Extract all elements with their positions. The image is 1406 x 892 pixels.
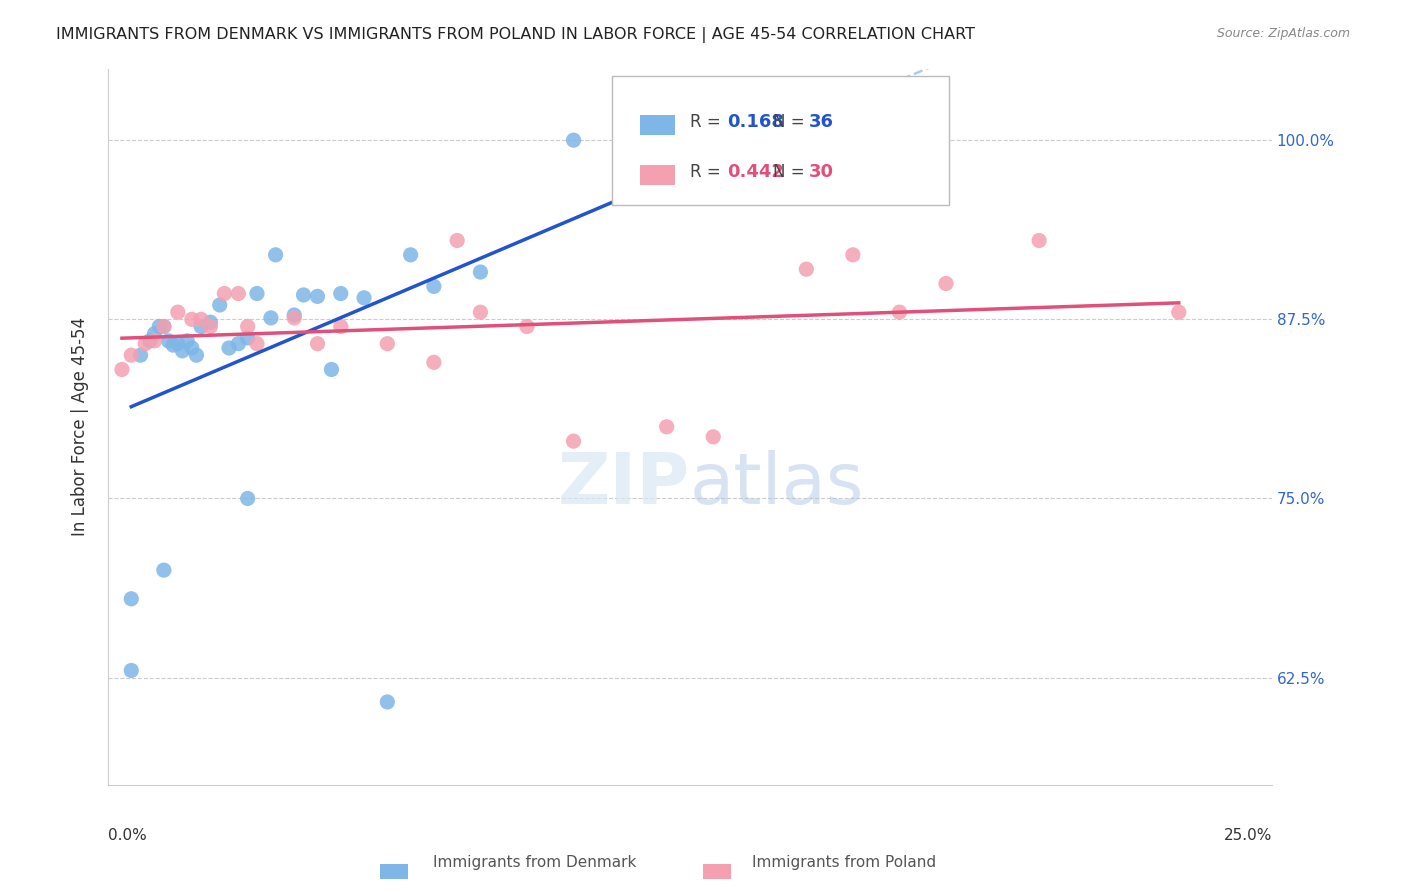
Point [190,312,212,326]
Text: ZIP: ZIP [558,450,690,518]
Point [214,286,236,301]
Point [111,362,134,376]
Point [134,336,156,351]
Text: 0.442: 0.442 [727,162,783,181]
Point [399,248,422,262]
Point [283,310,305,325]
Point [236,319,259,334]
Point [375,695,398,709]
Point [200,315,222,329]
Point [246,286,269,301]
Text: atlas: atlas [690,450,865,518]
Text: Source: ZipAtlas.com: Source: ZipAtlas.com [1216,27,1350,40]
Point [562,133,585,147]
Point [307,289,329,303]
Point [375,336,398,351]
Text: Immigrants from Denmark: Immigrants from Denmark [433,855,636,870]
Point [842,133,865,147]
Point [794,262,817,277]
Point [176,334,198,348]
Point [1167,305,1189,319]
Point [935,277,957,291]
Point [190,319,212,334]
Point [228,336,250,351]
Point [153,319,176,334]
Point [129,348,152,362]
Point [423,279,446,293]
Point [283,308,305,322]
Point [1028,234,1050,248]
Text: 30: 30 [808,162,834,181]
Point [180,341,202,355]
Point [516,319,538,334]
Point [236,491,259,506]
Point [120,664,142,678]
Point [143,334,166,348]
Text: N =: N = [773,112,810,130]
Text: R =: R = [690,162,727,181]
Point [423,355,446,369]
Text: Immigrants from Poland: Immigrants from Poland [752,855,935,870]
Text: N =: N = [773,162,810,181]
Text: 0.0%: 0.0% [108,828,146,843]
Text: 36: 36 [808,112,834,130]
Point [470,265,492,279]
Point [264,248,287,262]
Point [655,419,678,434]
Text: 0.168: 0.168 [727,112,785,130]
Point [307,336,329,351]
Point [186,348,208,362]
Point [172,343,194,358]
Point [562,434,585,449]
Point [470,305,492,319]
Point [148,319,170,334]
Point [153,319,176,334]
Point [143,326,166,341]
Point [208,298,231,312]
Point [180,312,202,326]
Point [329,286,352,301]
Point [246,336,269,351]
Point [157,334,180,348]
Point [702,430,724,444]
Point [218,341,240,355]
Point [120,348,142,362]
Point [153,563,176,577]
Point [228,286,250,301]
Point [120,591,142,606]
Text: 25.0%: 25.0% [1223,828,1272,843]
Point [166,305,188,319]
Point [609,133,631,147]
Point [321,362,343,376]
Point [162,338,184,352]
Point [889,305,911,319]
Point [353,291,375,305]
Point [139,334,162,348]
Y-axis label: In Labor Force | Age 45-54: In Labor Force | Age 45-54 [72,318,89,536]
Point [200,319,222,334]
Point [842,248,865,262]
Point [236,331,259,345]
Text: IMMIGRANTS FROM DENMARK VS IMMIGRANTS FROM POLAND IN LABOR FORCE | AGE 45-54 COR: IMMIGRANTS FROM DENMARK VS IMMIGRANTS FR… [56,27,976,43]
Text: R =: R = [690,112,727,130]
Point [260,310,283,325]
Point [446,234,468,248]
Point [166,336,188,351]
Point [329,319,352,334]
Point [702,133,724,147]
Point [292,288,315,302]
